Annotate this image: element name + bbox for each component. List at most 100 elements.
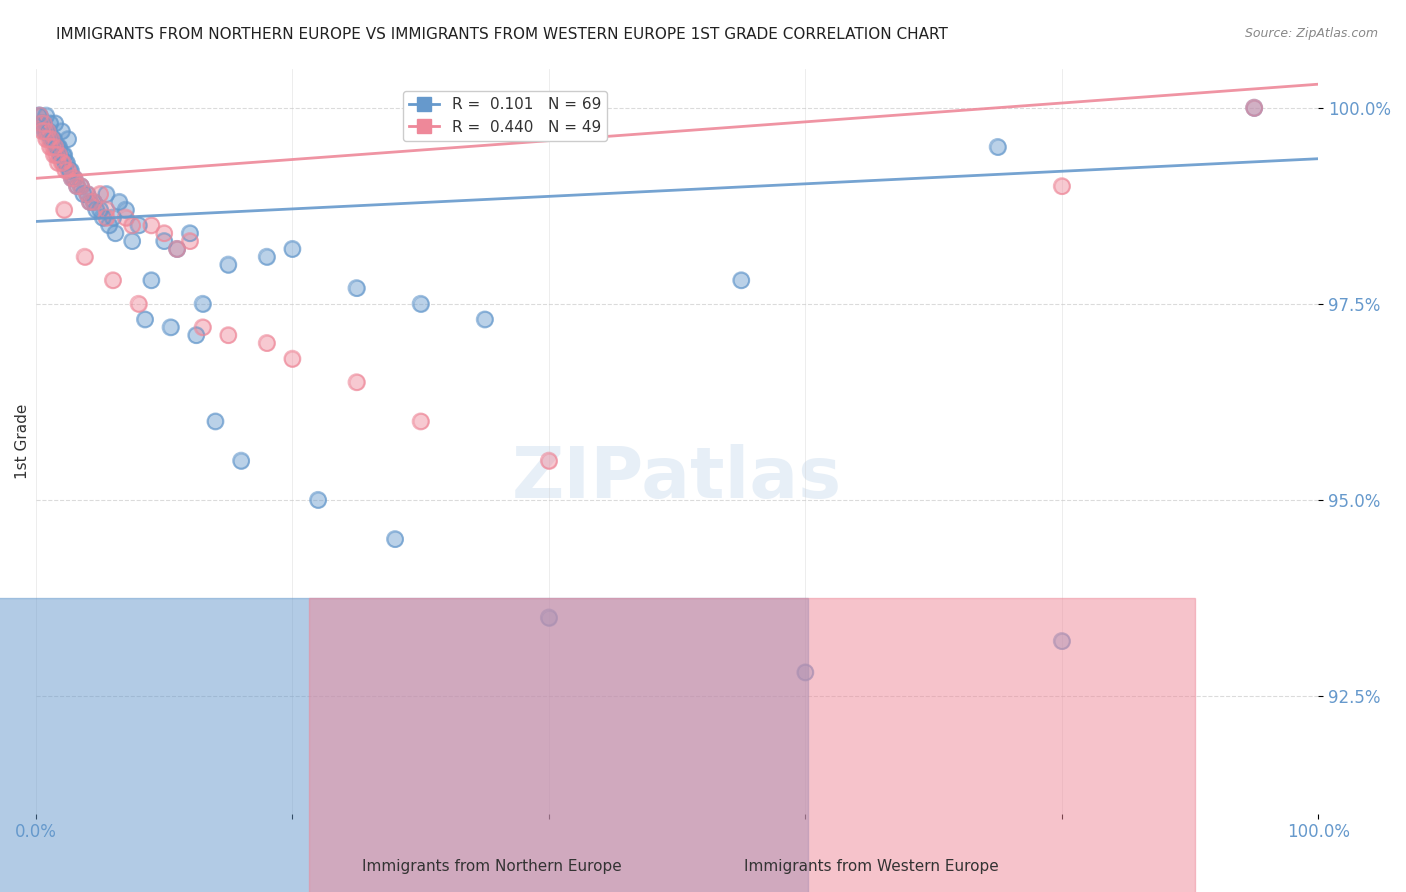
Point (96, 202, 118, 217)
Point (186, 328, 208, 343)
Point (179, 234, 201, 248)
Point (37, 124, 59, 138)
Point (44, 140, 66, 154)
Point (89, 186, 111, 201)
Point (217, 328, 239, 343)
Point (35, 132, 58, 146)
Point (59, 163, 82, 178)
Point (63, 171, 86, 186)
Point (79, 194, 101, 209)
Point (30, 116, 52, 130)
Point (39, 116, 62, 130)
Point (104, 226, 127, 240)
Point (1050, 179, 1073, 194)
Point (32, 116, 55, 130)
Point (409, 297, 432, 311)
Point (537, 453, 560, 467)
Legend: R =  0.101   N = 69, R =  0.440   N = 49: R = 0.101 N = 69, R = 0.440 N = 49 (402, 91, 607, 141)
Point (56, 132, 79, 146)
Point (44, 140, 66, 154)
Point (51, 124, 73, 138)
Point (166, 242, 188, 256)
Point (179, 226, 201, 240)
Point (134, 312, 156, 326)
Point (1050, 634, 1073, 648)
Point (84, 202, 107, 217)
Point (58, 163, 80, 178)
Point (217, 258, 239, 272)
Point (79, 194, 101, 209)
Point (39, 140, 62, 154)
Point (121, 219, 143, 233)
Point (153, 234, 176, 248)
Point (281, 242, 304, 256)
Point (46, 155, 69, 169)
Point (63, 171, 86, 186)
Point (114, 202, 136, 217)
Point (42, 148, 65, 162)
Point (76, 186, 98, 201)
Point (409, 414, 432, 428)
Point (76, 186, 98, 201)
Point (37, 124, 59, 138)
Point (114, 202, 136, 217)
Point (32, 116, 55, 130)
Point (101, 211, 124, 225)
Point (730, 273, 752, 287)
Point (31, 124, 53, 138)
Text: Immigrants from Northern Europe: Immigrants from Northern Europe (363, 859, 621, 874)
Point (41, 132, 63, 146)
Point (346, 376, 368, 390)
Point (73, 250, 96, 264)
Point (98, 219, 121, 233)
Point (69, 179, 91, 194)
Point (31, 116, 53, 130)
Point (60, 171, 83, 186)
Point (66, 179, 89, 194)
Point (66, 179, 89, 194)
Point (217, 258, 239, 272)
Point (41, 132, 63, 146)
Point (73, 250, 96, 264)
Point (51, 155, 73, 169)
Point (28, 109, 51, 123)
Point (794, 665, 817, 680)
Point (83, 194, 105, 209)
Point (55, 163, 77, 178)
Point (121, 234, 143, 248)
Point (38, 132, 60, 146)
Point (44, 116, 66, 130)
Point (89, 186, 111, 201)
Point (83, 194, 105, 209)
Point (191, 320, 214, 334)
Point (49, 148, 72, 162)
Point (474, 312, 496, 326)
Point (30, 116, 52, 130)
Point (537, 610, 560, 624)
Point (537, 453, 560, 467)
Point (34, 124, 56, 138)
Point (56, 163, 79, 178)
Point (56, 163, 79, 178)
Point (229, 453, 252, 467)
Point (166, 242, 188, 256)
Point (346, 281, 368, 295)
Point (1243, 101, 1265, 115)
Point (101, 273, 124, 287)
Point (56, 132, 79, 146)
Point (28, 109, 51, 123)
Point (83, 194, 105, 209)
Point (166, 242, 188, 256)
Point (89, 202, 111, 217)
Point (37, 124, 59, 138)
Point (45, 140, 67, 154)
Point (121, 219, 143, 233)
Point (141, 273, 163, 287)
Point (101, 273, 124, 287)
Point (28, 109, 51, 123)
Point (96, 202, 118, 217)
Point (76, 186, 98, 201)
Point (96, 211, 118, 225)
Point (1243, 101, 1265, 115)
Point (409, 414, 432, 428)
